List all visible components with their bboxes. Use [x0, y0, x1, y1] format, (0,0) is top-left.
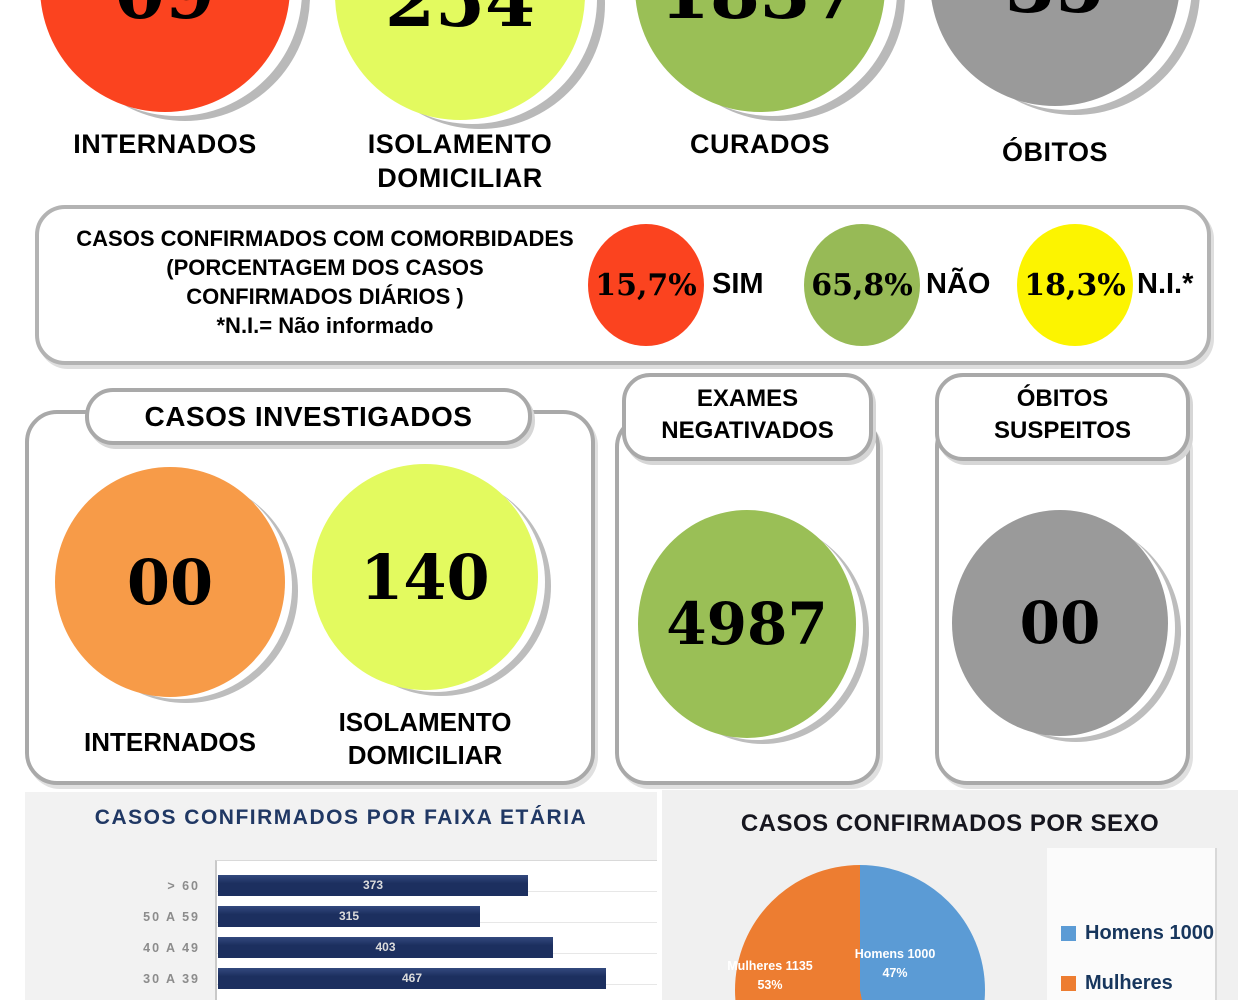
legend-background	[1047, 848, 1217, 1000]
bar-value-label: 467	[401, 971, 423, 985]
negative-exams-circle: 4987	[638, 510, 856, 738]
investigated-internados-label: INTERNADOS	[84, 727, 256, 757]
comorbidity-ni-circle: 18,3%	[1017, 224, 1133, 346]
bar-30-A-39: 467	[218, 968, 606, 989]
sex-chart-panel: CASOS CONFIRMADOS POR SEXO Mulheres 1135…	[662, 790, 1238, 1000]
internados-label: INTERNADOS	[73, 129, 257, 159]
homens-swatch	[1061, 926, 1076, 941]
investigated-title: CASOS INVESTIGADOS	[85, 388, 532, 445]
bar-category-label: 40 A 49	[143, 941, 200, 955]
suspected-deaths-value: 00	[1019, 589, 1101, 657]
investigated-internados-value: 00	[126, 545, 214, 619]
legend-homens-text: Homens 1000	[1085, 922, 1214, 944]
comorbidity-sim-pct: 15,7%	[595, 267, 697, 303]
comorbidity-ni-label: N.I.*	[1137, 268, 1194, 300]
bar-category-label: 50 A 59	[143, 910, 200, 924]
legend-item-homens: Homens 1000	[1061, 922, 1214, 945]
age-chart-panel: CASOS CONFIRMADOS POR FAIXA ETÁRIA > 60 3…	[25, 792, 657, 1000]
mulheres-swatch	[1061, 976, 1076, 991]
comorbidities-title: CASOS CONFIRMADOS COM COMORBIDADES (PORC…	[76, 226, 574, 339]
legend-mulheres-text: Mulheres	[1085, 972, 1173, 994]
pie-label-homens: Homens 1000 47%	[854, 947, 936, 981]
investigated-internados-circle: 00	[55, 467, 285, 697]
investigated-isolamento-circle: 140	[312, 464, 538, 690]
curados-circle: 1837	[635, 0, 885, 112]
sex-chart-title: CASOS CONFIRMADOS POR SEXO	[740, 810, 1160, 837]
comorbidity-ni-pct: 18,3%	[1024, 267, 1126, 303]
internados-circle: 09	[40, 0, 290, 112]
comorbidity-sim-circle: 15,7%	[588, 224, 704, 346]
obitos-label: ÓBITOS	[1001, 137, 1109, 167]
suspected-deaths-title: ÓBITOS SUSPEITOS	[935, 373, 1190, 461]
obitos-circle: 35	[930, 0, 1180, 106]
negative-exams-value: 4987	[666, 590, 828, 658]
comorbidity-sim-label: SIM	[712, 268, 764, 300]
comorbidity-nao-pct: 65,8%	[811, 267, 913, 303]
bar-40-A-49: 403	[218, 937, 553, 958]
curados-value: 1837	[635, 0, 885, 29]
legend-item-mulheres: Mulheres	[1061, 972, 1173, 995]
isolamento-value: 254	[384, 0, 536, 43]
comorbidity-nao-circle: 65,8%	[804, 224, 920, 346]
comorbidity-nao-label: NÃO	[926, 268, 991, 300]
negative-exams-title: EXAMES NEGATIVADOS	[622, 373, 873, 461]
age-chart-title: CASOS CONFIRMADOS POR FAIXA ETÁRIA	[94, 806, 588, 829]
isolamento-label: ISOLAMENTO DOMICILIAR	[367, 129, 553, 193]
bar-value-label: 315	[338, 909, 360, 923]
obitos-value: 35	[930, 0, 1180, 23]
bar-50-A-59: 315	[218, 906, 480, 927]
bar-category-label: > 60	[167, 879, 200, 893]
investigated-isolamento-value: 140	[360, 540, 490, 614]
bar-value-label: 373	[362, 878, 384, 892]
suspected-deaths-circle: 00	[952, 510, 1168, 736]
curados-label: CURADOS	[689, 129, 830, 159]
investigated-isolamento-label: ISOLAMENTO DOMICILIAR	[338, 707, 512, 770]
isolamento-circle: 254	[335, 0, 585, 120]
bar-value-label: 403	[375, 940, 396, 954]
bar-category-label: 30 A 39	[143, 972, 200, 986]
bar->-60: 373	[218, 875, 528, 896]
pie-label-mulheres: Mulheres 1135 53%	[727, 959, 813, 993]
internados-value: 09	[40, 0, 290, 29]
